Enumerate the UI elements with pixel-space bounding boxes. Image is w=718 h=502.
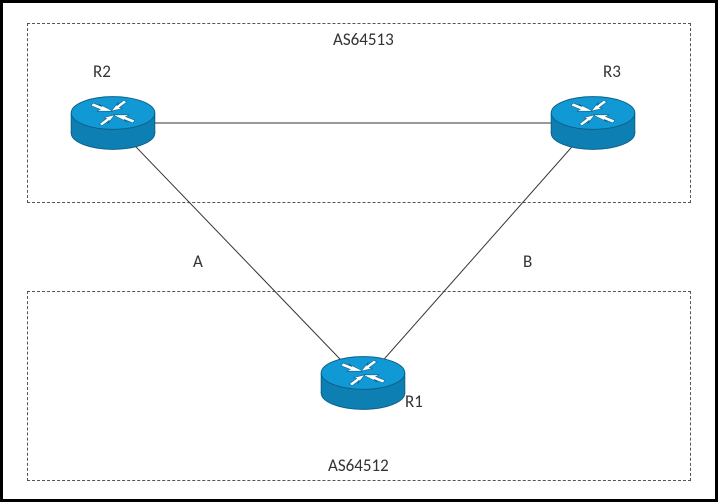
- router-r2: [67, 93, 159, 153]
- router-label-r1: R1: [405, 391, 423, 412]
- link-label-a: A: [193, 251, 203, 272]
- link-label-b: B: [523, 251, 532, 272]
- router-r3: [547, 93, 639, 153]
- diagram-canvas: AS64513 AS64512 A B: [0, 0, 718, 502]
- router-r1: [317, 353, 409, 413]
- as-label-bottom: AS64512: [328, 455, 389, 476]
- router-label-r3: R3: [603, 61, 621, 82]
- as-label-top: AS64513: [333, 29, 394, 50]
- router-label-r2: R2: [93, 61, 111, 82]
